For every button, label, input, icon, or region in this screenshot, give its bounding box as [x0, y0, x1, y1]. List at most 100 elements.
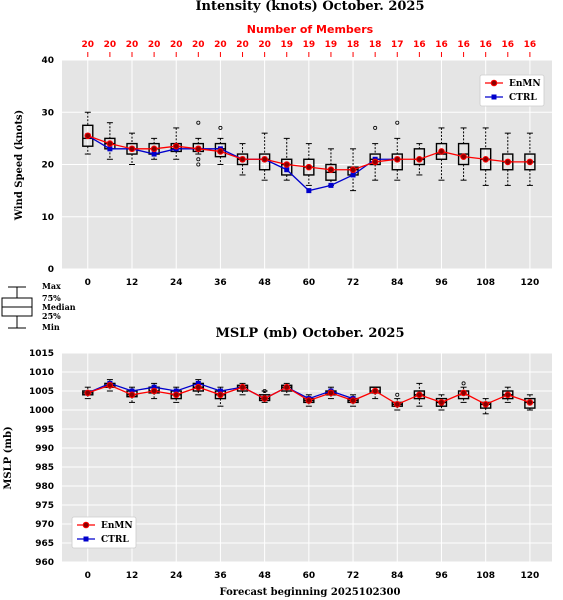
box-outlier	[196, 120, 201, 125]
series-point-enmn	[261, 395, 268, 402]
mslp-chart: MSLP (mb) October. 2025 0 12 24 36 48 60 72 84 9…	[3, 326, 552, 598]
y-tick-label: 40	[41, 56, 54, 66]
series-point-enmn	[416, 155, 423, 163]
box-body	[435, 142, 448, 160]
box-outlier	[373, 125, 378, 130]
x-tick-label: 48	[258, 571, 271, 581]
box-outlier	[262, 388, 267, 393]
y-tick-label: 20	[41, 161, 54, 171]
mslp-plot-area	[62, 353, 552, 562]
series-point-enmn	[482, 401, 489, 408]
key-75: 75%	[42, 293, 61, 303]
box-plot	[457, 127, 470, 181]
legend-ctrl-label: CTRL	[101, 535, 129, 545]
box-plot	[435, 127, 448, 181]
box-body	[391, 153, 403, 171]
y-tick-label: 985	[35, 463, 54, 473]
y-tick-label: 995	[35, 425, 54, 435]
series-point-enmn	[128, 391, 136, 399]
member-count: 19	[303, 40, 316, 50]
mslp-axes: 0 12 24 36 48 60 72 84 96 108 120 960 965 970 975 980 98…	[29, 349, 539, 581]
legend-enmn-marker	[490, 79, 498, 87]
box-body	[524, 397, 536, 409]
member-count: 17	[391, 40, 404, 50]
x-tick-label: 96	[435, 278, 448, 288]
series-point-enmn	[504, 158, 512, 166]
series-point-enmn	[106, 382, 114, 389]
mslp-legend: EnMN CTRL	[71, 516, 137, 549]
series-point-enmn	[482, 155, 489, 163]
member-count: 16	[435, 40, 448, 50]
legend-enmn-label: EnMN	[509, 79, 541, 89]
member-count: 20	[82, 40, 95, 50]
member-count: 16	[479, 40, 492, 50]
x-tick-label: 36	[214, 571, 227, 581]
x-tick-label: 84	[391, 571, 404, 581]
box-key: Max 75% Median 25% Min	[1, 281, 76, 332]
series-point-ctrl	[284, 167, 290, 173]
box-body	[82, 124, 94, 147]
member-count: 16	[524, 40, 537, 50]
member-count: 20	[170, 40, 183, 50]
key-max: Max	[42, 281, 61, 291]
y-tick-label: 990	[35, 444, 54, 454]
box-plot	[325, 148, 337, 186]
intensity-axes: 0 12 24 36 48 60 72 84 96 108 120 0 10 20 30 40	[41, 56, 539, 288]
y-tick-label: 10	[41, 213, 54, 223]
x-tick-label: 72	[347, 278, 360, 288]
x-tick-label: 36	[214, 278, 227, 288]
x-tick-label: 84	[391, 278, 404, 288]
series-point-enmn	[371, 158, 379, 166]
x-tick-label: 60	[303, 571, 316, 581]
series-point-enmn	[217, 391, 224, 399]
series-point-enmn	[172, 391, 180, 399]
series-point-enmn	[327, 389, 335, 397]
series-point-enmn	[371, 387, 379, 395]
y-tick-label: 970	[35, 520, 54, 530]
series-point-enmn	[283, 383, 291, 391]
y-tick-label: 1010	[29, 368, 54, 378]
y-tick-label: 980	[35, 482, 54, 492]
y-tick-label: 1005	[29, 387, 54, 397]
series-point-enmn	[327, 166, 335, 174]
member-count: 18	[347, 40, 360, 50]
series-point-enmn	[84, 389, 92, 397]
member-count: 16	[413, 40, 426, 50]
series-point-enmn	[305, 163, 313, 171]
intensity-series	[84, 132, 534, 194]
mslp-y-label: MSLP (mb)	[3, 426, 14, 489]
series-point-enmn	[393, 401, 401, 408]
intensity-y-label: Wind Speed (knots)	[14, 110, 25, 222]
members-title: Number of Members	[247, 23, 374, 36]
x-tick-label: 12	[126, 278, 139, 288]
box-outlier	[218, 125, 223, 130]
series-point-ctrl	[151, 384, 157, 390]
series-point-ctrl	[129, 388, 135, 394]
member-count: 20	[192, 40, 205, 50]
y-tick-label: 1015	[29, 349, 54, 359]
x-tick-label: 108	[476, 278, 495, 288]
series-point-ctrl	[328, 182, 334, 188]
member-count: 18	[369, 40, 382, 50]
series-point-enmn	[416, 391, 423, 399]
member-counts: 20 20 20 20 20 20 20 20 20 19 19 19 18 18 17 16 16 16 16 16…	[82, 40, 537, 57]
member-count: 20	[258, 40, 271, 50]
box-outlier	[461, 381, 466, 386]
series-point-enmn	[393, 155, 401, 163]
series-point-enmn	[526, 399, 534, 406]
member-count: 20	[236, 40, 249, 50]
member-count: 20	[126, 40, 139, 50]
x-tick-label: 48	[258, 278, 271, 288]
series-point-enmn	[239, 155, 246, 163]
series-point-enmn	[150, 387, 158, 395]
y-tick-label: 0	[48, 265, 54, 275]
x-tick-label: 0	[85, 571, 91, 581]
series-point-enmn	[438, 148, 445, 155]
series-point-ctrl	[107, 146, 113, 152]
series-point-enmn	[195, 383, 202, 391]
x-tick-label: 120	[520, 571, 539, 581]
box-outlier	[196, 162, 201, 167]
key-25: 25%	[42, 311, 61, 321]
series-point-enmn	[460, 389, 467, 397]
